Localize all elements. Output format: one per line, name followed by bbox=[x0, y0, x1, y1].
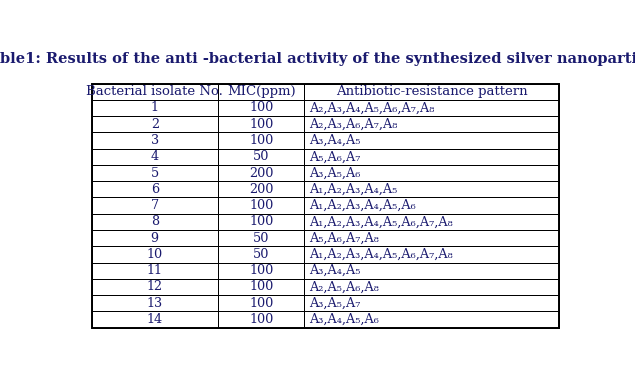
Bar bbox=[218, 100, 304, 116]
Text: 6: 6 bbox=[150, 183, 159, 196]
Text: A₅,A₆,A₇,A₈: A₅,A₆,A₇,A₈ bbox=[309, 232, 379, 245]
Bar bbox=[218, 311, 304, 327]
Text: 100: 100 bbox=[249, 280, 273, 294]
Bar bbox=[91, 246, 218, 263]
Text: 100: 100 bbox=[249, 297, 273, 310]
Text: 4: 4 bbox=[150, 150, 159, 163]
Bar bbox=[91, 263, 218, 279]
Bar bbox=[304, 84, 559, 100]
Bar bbox=[218, 165, 304, 181]
Bar bbox=[218, 84, 304, 100]
Text: MIC(ppm): MIC(ppm) bbox=[227, 85, 295, 98]
Bar bbox=[218, 279, 304, 295]
Bar bbox=[304, 263, 559, 279]
Bar bbox=[218, 148, 304, 165]
Text: 5: 5 bbox=[150, 167, 159, 179]
Text: A₁,A₂,A₃,A₄,A₅,A₆: A₁,A₂,A₃,A₄,A₅,A₆ bbox=[309, 199, 416, 212]
Bar bbox=[304, 279, 559, 295]
Bar bbox=[91, 230, 218, 246]
Bar bbox=[218, 263, 304, 279]
Bar bbox=[304, 165, 559, 181]
Text: 100: 100 bbox=[249, 134, 273, 147]
Text: 100: 100 bbox=[249, 118, 273, 131]
Text: A₃,A₄,A₅: A₃,A₄,A₅ bbox=[309, 134, 361, 147]
Bar bbox=[91, 84, 559, 327]
Text: A₂,A₃,A₄,A₅,A₆,A₇,A₈: A₂,A₃,A₄,A₅,A₆,A₇,A₈ bbox=[309, 101, 434, 115]
Text: 100: 100 bbox=[249, 215, 273, 228]
Bar bbox=[218, 116, 304, 132]
Bar bbox=[91, 132, 218, 148]
Bar bbox=[304, 295, 559, 311]
Bar bbox=[91, 100, 218, 116]
Bar bbox=[218, 230, 304, 246]
Bar bbox=[304, 181, 559, 197]
Text: 50: 50 bbox=[253, 248, 269, 261]
Text: 200: 200 bbox=[249, 183, 273, 196]
Text: 1: 1 bbox=[150, 101, 159, 115]
Text: A₂,A₃,A₆,A₇,A₈: A₂,A₃,A₆,A₇,A₈ bbox=[309, 118, 398, 131]
Text: A₁,A₂,A₃,A₄,A₅,A₆,A₇,A₈: A₁,A₂,A₃,A₄,A₅,A₆,A₇,A₈ bbox=[309, 215, 453, 228]
Bar bbox=[91, 148, 218, 165]
Bar bbox=[91, 311, 218, 327]
Bar bbox=[304, 132, 559, 148]
Text: 100: 100 bbox=[249, 199, 273, 212]
Bar bbox=[218, 197, 304, 214]
Bar bbox=[218, 295, 304, 311]
Bar bbox=[91, 214, 218, 230]
Bar bbox=[91, 116, 218, 132]
Bar bbox=[91, 197, 218, 214]
Bar bbox=[304, 214, 559, 230]
Text: 50: 50 bbox=[253, 232, 269, 245]
Text: 50: 50 bbox=[253, 150, 269, 163]
Bar bbox=[304, 100, 559, 116]
Text: Bacterial isolate No.: Bacterial isolate No. bbox=[86, 85, 224, 98]
Bar bbox=[304, 116, 559, 132]
Text: 3: 3 bbox=[150, 134, 159, 147]
Text: 100: 100 bbox=[249, 264, 273, 277]
Text: A₁,A₂,A₃,A₄,A₅,A₆,A₇,A₈: A₁,A₂,A₃,A₄,A₅,A₆,A₇,A₈ bbox=[309, 248, 453, 261]
Text: 2: 2 bbox=[150, 118, 159, 131]
Text: 7: 7 bbox=[150, 199, 159, 212]
Text: A₃,A₄,A₅: A₃,A₄,A₅ bbox=[309, 264, 361, 277]
Text: Antibiotic-resistance pattern: Antibiotic-resistance pattern bbox=[336, 85, 528, 98]
Text: A₅,A₆,A₇: A₅,A₆,A₇ bbox=[309, 150, 361, 163]
Text: 11: 11 bbox=[147, 264, 163, 277]
Text: 14: 14 bbox=[147, 313, 163, 326]
Bar bbox=[91, 84, 218, 100]
Text: 9: 9 bbox=[150, 232, 159, 245]
Bar bbox=[218, 132, 304, 148]
Text: A₃,A₅,A₆: A₃,A₅,A₆ bbox=[309, 167, 361, 179]
Bar bbox=[304, 148, 559, 165]
Text: Table1: Results of the anti -bacterial activity of the synthesized silver nanopa: Table1: Results of the anti -bacterial a… bbox=[0, 52, 635, 66]
Bar bbox=[91, 295, 218, 311]
Bar bbox=[304, 246, 559, 263]
Bar bbox=[91, 181, 218, 197]
Text: 13: 13 bbox=[147, 297, 163, 310]
Bar bbox=[304, 311, 559, 327]
Bar bbox=[304, 230, 559, 246]
Bar bbox=[218, 246, 304, 263]
Text: A₃,A₄,A₅,A₆: A₃,A₄,A₅,A₆ bbox=[309, 313, 379, 326]
Text: 10: 10 bbox=[147, 248, 163, 261]
Text: 200: 200 bbox=[249, 167, 273, 179]
Bar bbox=[304, 197, 559, 214]
Bar bbox=[91, 279, 218, 295]
Text: 100: 100 bbox=[249, 313, 273, 326]
Bar bbox=[218, 214, 304, 230]
Text: 100: 100 bbox=[249, 101, 273, 115]
Bar bbox=[218, 181, 304, 197]
Text: 8: 8 bbox=[150, 215, 159, 228]
Text: A₂,A₅,A₆,A₈: A₂,A₅,A₆,A₈ bbox=[309, 280, 379, 294]
Text: A₁,A₂,A₃,A₄,A₅: A₁,A₂,A₃,A₄,A₅ bbox=[309, 183, 398, 196]
Text: 12: 12 bbox=[147, 280, 163, 294]
Text: A₃,A₅,A₇: A₃,A₅,A₇ bbox=[309, 297, 361, 310]
Bar bbox=[91, 165, 218, 181]
